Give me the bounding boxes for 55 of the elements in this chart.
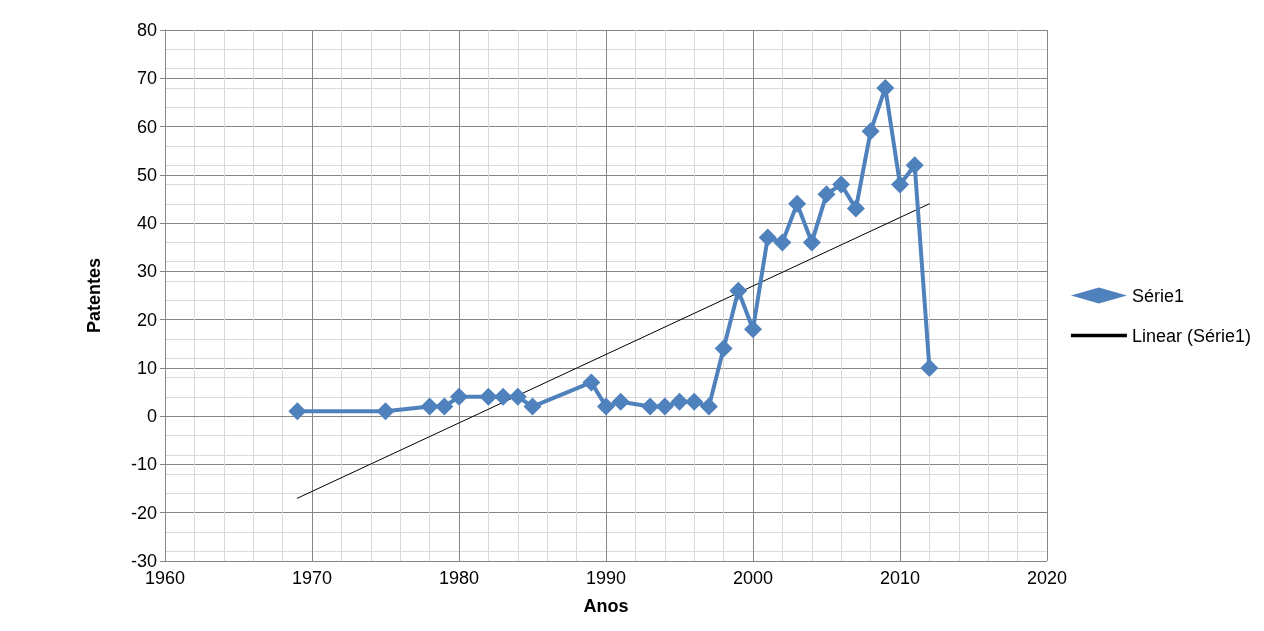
x-tick-label: 2020 xyxy=(1026,568,1068,588)
point xyxy=(876,78,895,97)
point xyxy=(905,156,924,175)
point xyxy=(611,392,630,411)
y-tick-label: 80 xyxy=(136,20,157,40)
y-tick-label: -10 xyxy=(130,454,157,475)
point xyxy=(861,122,880,141)
x-tick-label: 1990 xyxy=(585,568,627,588)
point xyxy=(832,175,851,194)
y-tick-label: 20 xyxy=(136,309,157,330)
point xyxy=(508,387,527,406)
point xyxy=(744,320,762,339)
point xyxy=(435,397,454,416)
point xyxy=(846,199,865,218)
point xyxy=(758,228,777,247)
point xyxy=(891,175,909,194)
point xyxy=(479,387,498,406)
point xyxy=(802,233,821,252)
point xyxy=(788,194,807,213)
y-tick-label: 30 xyxy=(136,261,157,282)
x-axis-title: Anos xyxy=(583,596,629,616)
point xyxy=(376,402,395,421)
y-tick-label: 10 xyxy=(136,357,157,378)
y-tick-label: 0 xyxy=(146,406,157,427)
point xyxy=(655,397,674,416)
point xyxy=(597,397,615,416)
point xyxy=(685,392,704,411)
point xyxy=(714,339,733,358)
point xyxy=(641,397,660,416)
point xyxy=(920,358,939,377)
point xyxy=(773,233,792,252)
point xyxy=(494,387,513,406)
y-axis-title: Patentes xyxy=(84,257,104,334)
legend-label: Série1 xyxy=(1131,285,1184,306)
point xyxy=(450,387,468,406)
y-tick-label: -20 xyxy=(130,502,157,523)
y-tick-label: 60 xyxy=(136,116,157,137)
point xyxy=(729,281,748,300)
point xyxy=(582,373,601,392)
x-tick-label: 2000 xyxy=(732,568,774,588)
point xyxy=(817,185,836,204)
point xyxy=(670,392,689,411)
y-tick-label: 40 xyxy=(136,213,157,234)
point xyxy=(523,397,542,416)
legend-label: Linear (Série1) xyxy=(1131,325,1252,346)
x-tick-label: 1970 xyxy=(291,568,333,588)
x-tick-label: 1980 xyxy=(438,568,480,588)
x-tick-label: 1960 xyxy=(144,568,186,588)
y-tick-label: -30 xyxy=(130,551,157,571)
point xyxy=(288,402,307,421)
x-tick-label: 2010 xyxy=(879,568,921,588)
y-tick-label: 70 xyxy=(136,68,157,89)
point xyxy=(699,397,718,416)
point xyxy=(420,397,439,416)
y-tick-label: 50 xyxy=(136,164,157,185)
